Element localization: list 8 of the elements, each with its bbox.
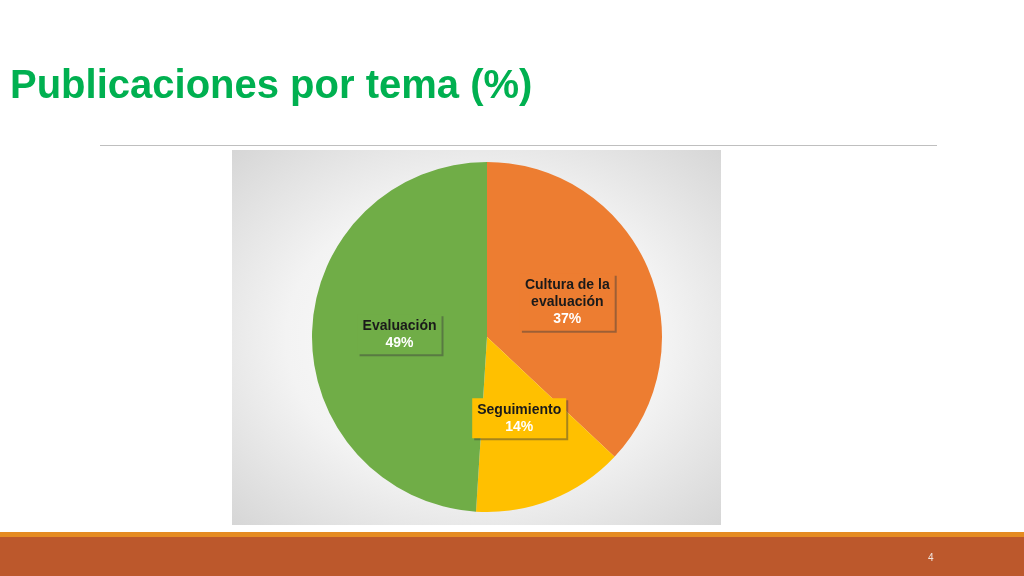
slice-label: Evaluación bbox=[362, 316, 437, 333]
data-label: 49% bbox=[385, 333, 415, 350]
chart-title: Publicaciones por tema (%) bbox=[10, 62, 533, 106]
slice-label: Seguimiento bbox=[477, 400, 562, 417]
slice-label: Cultura de la evaluación bbox=[524, 276, 610, 310]
data-label: 14% bbox=[505, 417, 534, 434]
text: 4 bbox=[928, 552, 934, 564]
data-label: 37% bbox=[553, 310, 582, 327]
